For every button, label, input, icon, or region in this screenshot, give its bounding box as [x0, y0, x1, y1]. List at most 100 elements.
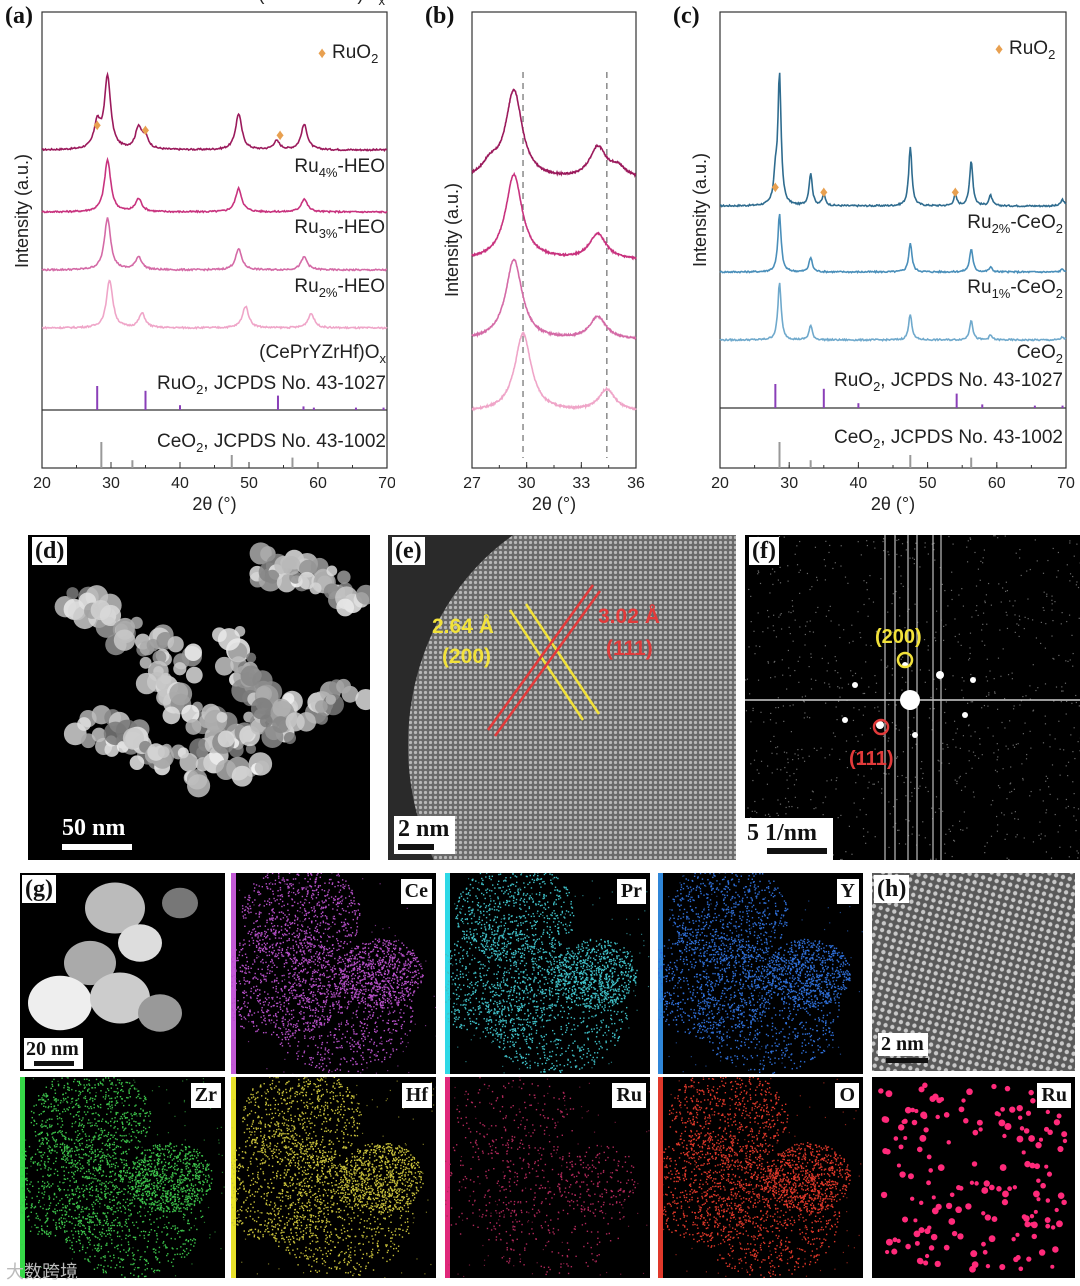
signal-dot [292, 878, 295, 880]
noise-pixel [1012, 744, 1014, 746]
signal-dot [325, 1001, 327, 1003]
noise-pixel [887, 740, 889, 742]
signal-dot [469, 947, 471, 950]
signal-dot [265, 903, 268, 906]
noise-pixel [1024, 722, 1026, 724]
signal-dot [489, 907, 491, 910]
noise-pixel [840, 545, 842, 547]
signal-dot [244, 896, 246, 899]
signal-dot [378, 964, 380, 966]
signal-dot [351, 911, 354, 913]
signal-dot [421, 974, 424, 976]
noise-pixel [984, 852, 986, 854]
noise-pixel [803, 701, 805, 703]
noise-pixel [1069, 580, 1071, 582]
noise-pixel [974, 551, 976, 554]
signal-dot [287, 955, 289, 957]
diffraction-spot [852, 682, 858, 688]
signal-dot [324, 928, 327, 930]
noise-pixel [822, 802, 824, 804]
signal-dot [504, 904, 507, 906]
noise-pixel [977, 614, 979, 617]
signal-dot [270, 1005, 272, 1008]
signal-dot [329, 936, 331, 938]
noise-pixel [1020, 700, 1022, 702]
signal-dot [349, 957, 351, 960]
signal-dot [301, 925, 304, 928]
signal-dot [372, 966, 375, 968]
signal-dot [353, 995, 356, 997]
signal-dot [366, 965, 369, 968]
noise-pixel [777, 579, 779, 581]
series-label: Ru3%-HEO [294, 217, 385, 241]
noise-pixel [865, 644, 867, 646]
noise-pixel [809, 620, 811, 622]
signal-dot [484, 928, 487, 930]
signal-dot [395, 940, 397, 942]
signal-dot [373, 986, 375, 989]
signal-dot [336, 1003, 339, 1005]
noise-pixel [1016, 623, 1018, 625]
signal-dot [248, 944, 251, 946]
noise-pixel [1066, 700, 1068, 703]
signal-dot [356, 922, 358, 924]
signal-dot [370, 951, 373, 953]
signal-dot [543, 897, 546, 899]
signal-dot [590, 995, 592, 998]
noise-pixel [1015, 552, 1017, 554]
signal-dot [258, 1001, 260, 1003]
signal-dot [312, 1028, 314, 1030]
signal-dot [244, 972, 246, 974]
signal-dot [307, 1029, 309, 1031]
background-dot [283, 1026, 285, 1028]
signal-dot [592, 992, 594, 995]
signal-dot [332, 947, 335, 950]
background-dot [266, 1068, 268, 1070]
noise-pixel [809, 717, 811, 719]
signal-dot [374, 981, 376, 983]
signal-dot [270, 951, 273, 953]
signal-dot [505, 889, 508, 892]
signal-dot [355, 1033, 357, 1035]
signal-dot [266, 934, 269, 937]
noise-pixel [961, 676, 963, 679]
signal-dot [486, 891, 488, 894]
signal-dot [499, 873, 502, 875]
signal-dot [287, 999, 289, 1002]
signal-dot [358, 975, 360, 977]
signal-dot [407, 958, 409, 960]
signal-dot [277, 991, 279, 994]
signal-dot [335, 1038, 338, 1040]
signal-dot [298, 932, 301, 935]
nanoparticle [283, 731, 297, 745]
signal-dot [573, 980, 576, 983]
signal-dot [576, 983, 579, 986]
noise-pixel [1010, 766, 1012, 768]
signal-dot [318, 1019, 321, 1021]
background-dot [424, 1025, 427, 1027]
signal-dot [325, 948, 327, 950]
signal-dot [301, 971, 304, 973]
signal-dot [357, 945, 360, 948]
signal-dot [264, 944, 267, 946]
noise-pixel [963, 811, 965, 813]
signal-dot [499, 983, 501, 985]
signal-dot [268, 954, 271, 957]
signal-dot [517, 1017, 520, 1019]
noise-pixel [1057, 831, 1059, 833]
noise-pixel [996, 830, 999, 832]
color-bar [231, 873, 236, 1074]
signal-dot [255, 990, 257, 992]
signal-dot [340, 1012, 342, 1014]
reference-label: RuO2, JCPDS No. 43-1027 [157, 373, 386, 397]
signal-dot [324, 915, 327, 917]
signal-dot [269, 961, 272, 963]
noise-pixel [821, 657, 823, 660]
signal-dot [257, 925, 259, 928]
noise-pixel [895, 728, 897, 730]
signal-dot [284, 1018, 286, 1021]
signal-dot [381, 1004, 384, 1006]
signal-dot [268, 950, 270, 953]
noise-pixel [912, 730, 914, 732]
signal-dot [631, 959, 633, 961]
